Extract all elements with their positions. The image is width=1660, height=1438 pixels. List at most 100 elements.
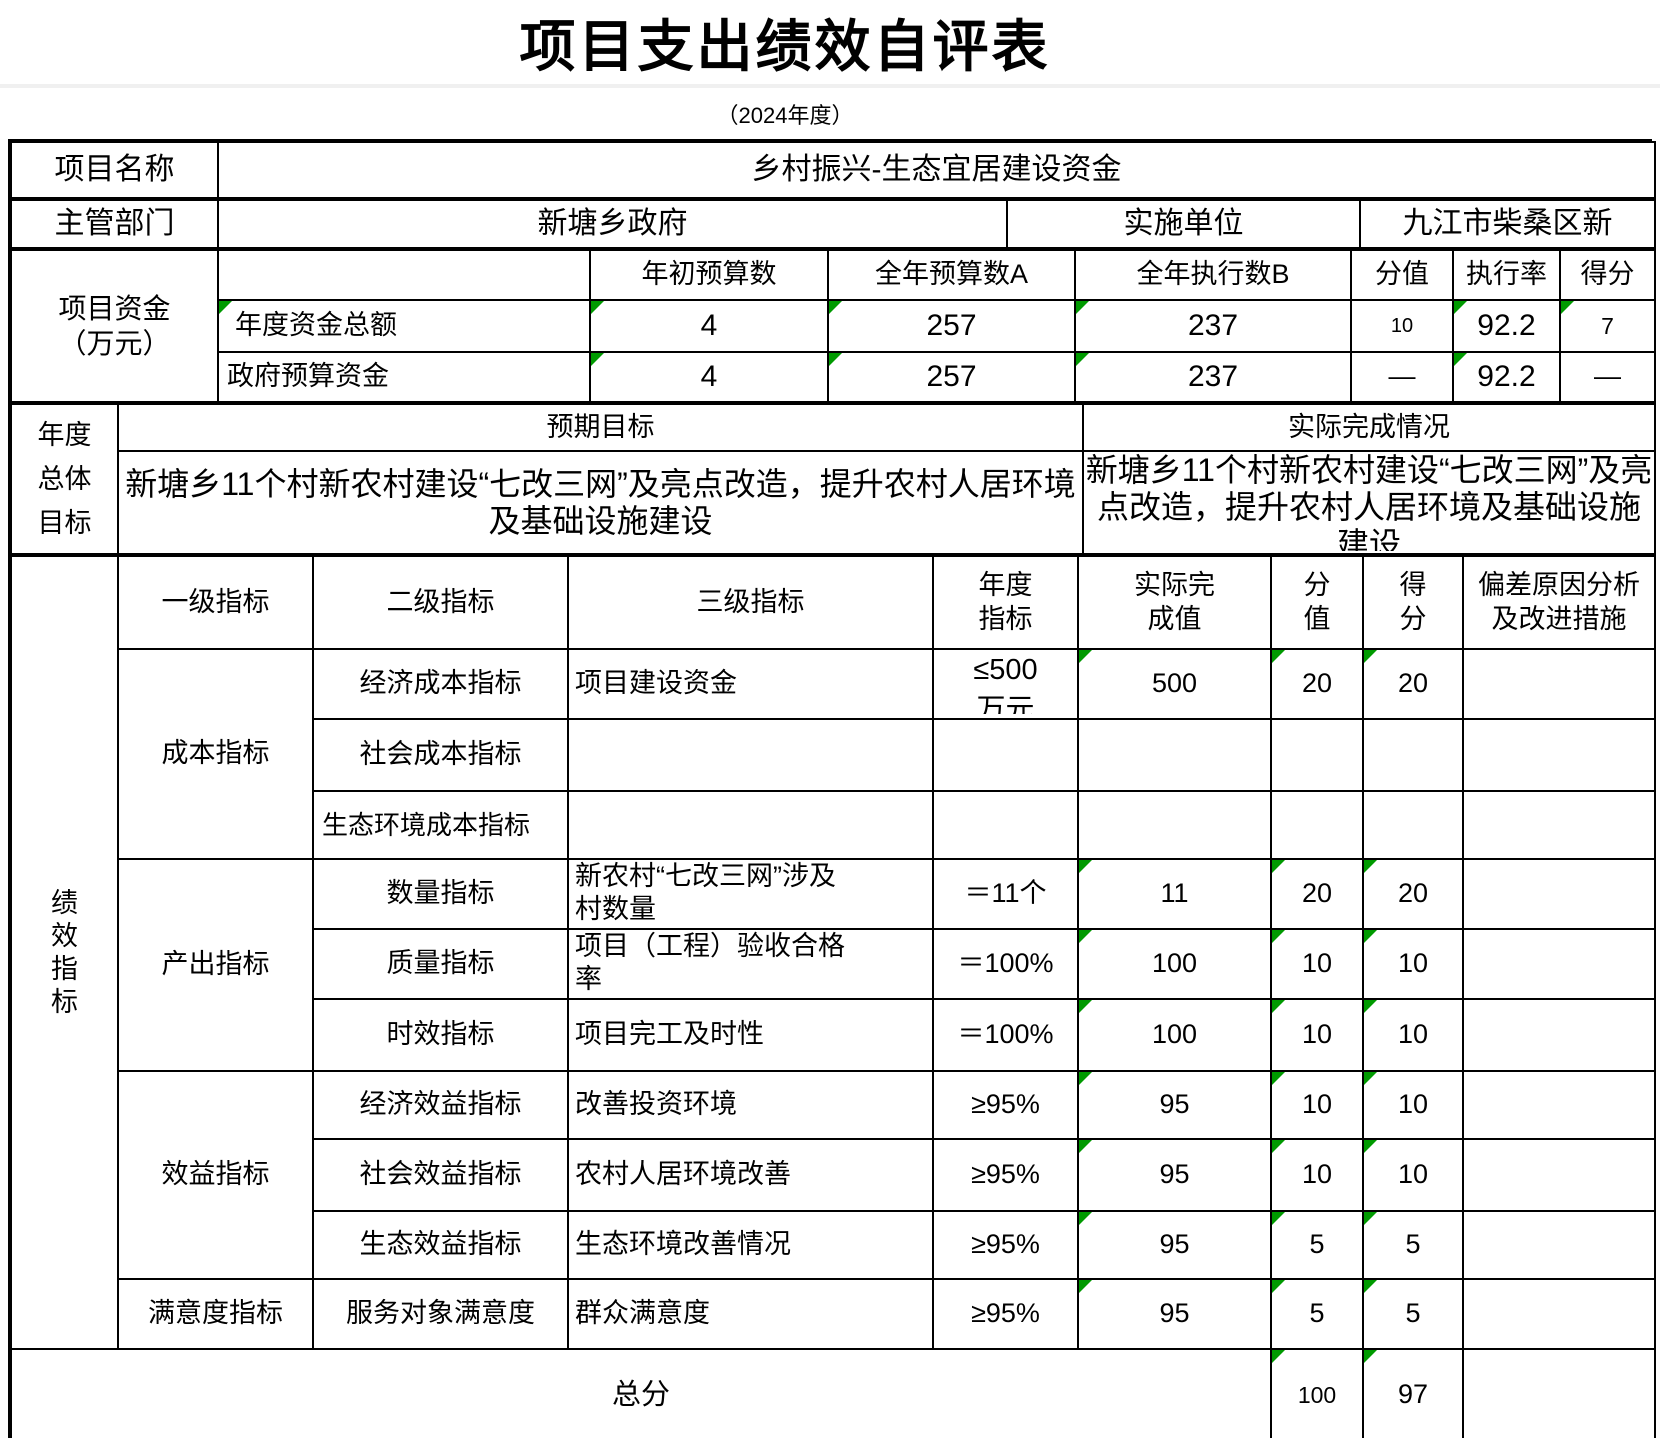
perf-target-cell[interactable]: ＝11个	[932, 858, 1079, 930]
perf-weight-cell[interactable]: 5	[1270, 1210, 1364, 1280]
perf-score-cell[interactable]: 10	[1362, 928, 1464, 1000]
perf-l3-cell[interactable]: 项目（工程）验收合格率	[567, 928, 934, 1000]
perf-actual-cell[interactable]	[1077, 718, 1272, 792]
section-project-name: 项目名称 乡村振兴-生态宜居建设资金	[10, 141, 1656, 199]
goal-expected-text-cell[interactable]: 新塘乡11个村新农村建设“七改三网”及亮点改造，提升农村人居环境及基础设施建设	[117, 450, 1084, 555]
perf-weight-cell[interactable]: 20	[1270, 648, 1364, 720]
perf-target-cell[interactable]: ≤500万元	[932, 648, 1079, 720]
funding-rate-cell[interactable]: 92.2	[1452, 351, 1561, 403]
perf-actual-cell[interactable]: 100	[1077, 928, 1272, 1000]
perf-weight-cell[interactable]: 10	[1270, 998, 1364, 1072]
funding-executed-cell[interactable]: 237	[1074, 299, 1352, 353]
perf-target-cell[interactable]: ＝100%	[932, 928, 1079, 1000]
impl-value-cell[interactable]: 九江市柴桑区新	[1359, 199, 1656, 249]
perf-l2-label: 服务对象满意度	[346, 1298, 535, 1329]
perf-l3-cell[interactable]: 生态环境改善情况	[567, 1210, 934, 1280]
perf-actual-cell[interactable]	[1077, 790, 1272, 860]
funding-row-name: 年度资金总额	[235, 310, 397, 341]
funding-weight-cell[interactable]: —	[1350, 351, 1454, 403]
perf-l3-cell[interactable]: 群众满意度	[567, 1278, 934, 1350]
perf-deviation-cell[interactable]	[1462, 1278, 1656, 1350]
perf-weight-cell[interactable]: 20	[1270, 858, 1364, 930]
perf-target-cell[interactable]: ＝100%	[932, 998, 1079, 1072]
perf-score-cell[interactable]	[1362, 790, 1464, 860]
perf-actual-cell[interactable]: 95	[1077, 1070, 1272, 1140]
perf-score-cell[interactable]: 10	[1362, 998, 1464, 1072]
perf-deviation-cell[interactable]	[1462, 928, 1656, 1000]
funding-weight-cell[interactable]: 10	[1350, 299, 1454, 353]
perf-target-cell[interactable]: ≥95%	[932, 1138, 1079, 1212]
total-weight-cell[interactable]: 100	[1270, 1348, 1364, 1438]
funding-budget-cell[interactable]: 257	[827, 351, 1076, 403]
perf-actual-cell[interactable]: 500	[1077, 648, 1272, 720]
perf-deviation-cell[interactable]	[1462, 718, 1656, 792]
cell-flag-icon	[1080, 1281, 1092, 1293]
funding-header-score-label: 得分	[1580, 259, 1635, 290]
dept-value: 新塘乡政府	[537, 207, 688, 241]
perf-deviation-cell[interactable]	[1462, 1070, 1656, 1140]
perf-deviation-cell[interactable]	[1462, 648, 1656, 720]
perf-target-cell[interactable]	[932, 718, 1079, 792]
funding-score-value: —	[1594, 361, 1621, 392]
perf-deviation-cell[interactable]	[1462, 998, 1656, 1072]
perf-score-cell[interactable]: 20	[1362, 858, 1464, 930]
funding-row-name-cell[interactable]: 年度资金总额	[217, 299, 591, 353]
cell-flag-icon	[1273, 651, 1285, 663]
perf-actual-cell[interactable]: 95	[1077, 1138, 1272, 1212]
funding-initial-cell[interactable]: 4	[589, 299, 829, 353]
perf-l3-cell[interactable]: 项目完工及时性	[567, 998, 934, 1072]
perf-l3-cell[interactable]: 项目建设资金	[567, 648, 934, 720]
total-weight-value: 100	[1297, 1381, 1337, 1408]
perf-score-cell[interactable]	[1362, 718, 1464, 792]
perf-score-cell[interactable]: 5	[1362, 1210, 1464, 1280]
total-deviation-cell[interactable]	[1462, 1348, 1656, 1438]
perf-score-cell[interactable]: 20	[1362, 648, 1464, 720]
funding-header-budget-label: 全年预算数A	[874, 259, 1028, 290]
funding-initial-cell[interactable]: 4	[589, 351, 829, 403]
total-score-cell[interactable]: 97	[1362, 1348, 1464, 1438]
goal-actual-text-cell[interactable]: 新塘乡11个村新农村建设“七改三网”及亮点改造，提升农村人居环境及基础设施建设	[1082, 450, 1656, 555]
funding-row-name-cell[interactable]: 政府预算资金	[217, 351, 591, 403]
perf-l3-cell[interactable]	[567, 718, 934, 792]
funding-executed-cell[interactable]: 237	[1074, 351, 1352, 403]
perf-l3-cell[interactable]: 改善投资环境	[567, 1070, 934, 1140]
cell-flag-icon	[1080, 1141, 1092, 1153]
perf-actual-cell[interactable]: 100	[1077, 998, 1272, 1072]
perf-target-cell[interactable]: ≥95%	[932, 1210, 1079, 1280]
funding-budget-cell[interactable]: 257	[827, 299, 1076, 353]
perf-l3-cell[interactable]: 新农村“七改三网”涉及村数量	[567, 858, 934, 930]
perf-weight-cell[interactable]: 10	[1270, 1070, 1364, 1140]
perf-actual-cell[interactable]: 95	[1077, 1278, 1272, 1350]
perf-actual-cell[interactable]: 95	[1077, 1210, 1272, 1280]
funding-score-cell[interactable]: —	[1559, 351, 1656, 403]
perf-target-cell[interactable]	[932, 790, 1079, 860]
perf-weight-value: 20	[1301, 878, 1333, 909]
perf-target-cell[interactable]: ≥95%	[932, 1070, 1079, 1140]
perf-weight-cell[interactable]: 10	[1270, 928, 1364, 1000]
perf-weight-cell[interactable]: 10	[1270, 1138, 1364, 1212]
cell-flag-icon	[830, 302, 842, 314]
perf-weight-cell[interactable]	[1270, 790, 1364, 860]
perf-weight-cell[interactable]	[1270, 718, 1364, 792]
perf-target-text: ＝100%	[957, 948, 1054, 979]
perf-l3-cell[interactable]: 农村人居环境改善	[567, 1138, 934, 1212]
perf-target-cell[interactable]: ≥95%	[932, 1278, 1079, 1350]
perf-deviation-cell[interactable]	[1462, 858, 1656, 930]
perf-deviation-cell[interactable]	[1462, 1138, 1656, 1212]
perf-score-value: 10	[1397, 1089, 1429, 1120]
perf-deviation-cell[interactable]	[1462, 1210, 1656, 1280]
perf-l3-cell[interactable]	[567, 790, 934, 860]
perf-score-cell[interactable]: 10	[1362, 1070, 1464, 1140]
perf-l1-cell: 产出指标	[117, 858, 314, 1072]
project-name-value-cell[interactable]: 乡村振兴-生态宜居建设资金	[217, 141, 1656, 199]
perf-weight-value: 10	[1301, 1019, 1333, 1050]
dept-value-cell[interactable]: 新塘乡政府	[217, 199, 1008, 249]
perf-score-cell[interactable]: 10	[1362, 1138, 1464, 1212]
funding-rate-cell[interactable]: 92.2	[1452, 299, 1561, 353]
section-performance: 绩效指标 一级指标 二级指标 三级指标 年度指标 实际完成值 分值 得分 偏差原…	[10, 555, 1656, 1438]
perf-actual-cell[interactable]: 11	[1077, 858, 1272, 930]
perf-deviation-cell[interactable]	[1462, 790, 1656, 860]
perf-weight-cell[interactable]: 5	[1270, 1278, 1364, 1350]
perf-score-cell[interactable]: 5	[1362, 1278, 1464, 1350]
funding-score-cell[interactable]: 7	[1559, 299, 1656, 353]
